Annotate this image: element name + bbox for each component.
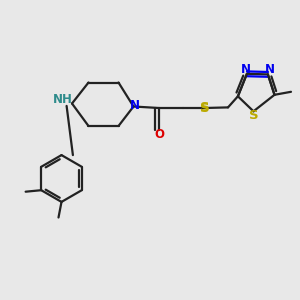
Text: S: S bbox=[200, 101, 209, 115]
Text: N: N bbox=[264, 63, 274, 76]
Text: S: S bbox=[249, 109, 259, 122]
Text: S: S bbox=[200, 101, 209, 114]
Text: NH: NH bbox=[53, 93, 73, 106]
Text: N: N bbox=[129, 99, 140, 112]
Text: N: N bbox=[240, 62, 250, 76]
Text: O: O bbox=[154, 128, 164, 141]
